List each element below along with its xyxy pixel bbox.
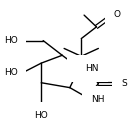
Text: NH: NH <box>91 95 104 104</box>
Text: HO: HO <box>4 36 17 45</box>
Text: HN: HN <box>85 64 99 73</box>
Text: O: O <box>114 10 121 19</box>
Text: HO: HO <box>4 68 17 77</box>
Text: S: S <box>121 79 127 88</box>
Text: HO: HO <box>34 111 48 120</box>
Text: O: O <box>76 64 83 73</box>
